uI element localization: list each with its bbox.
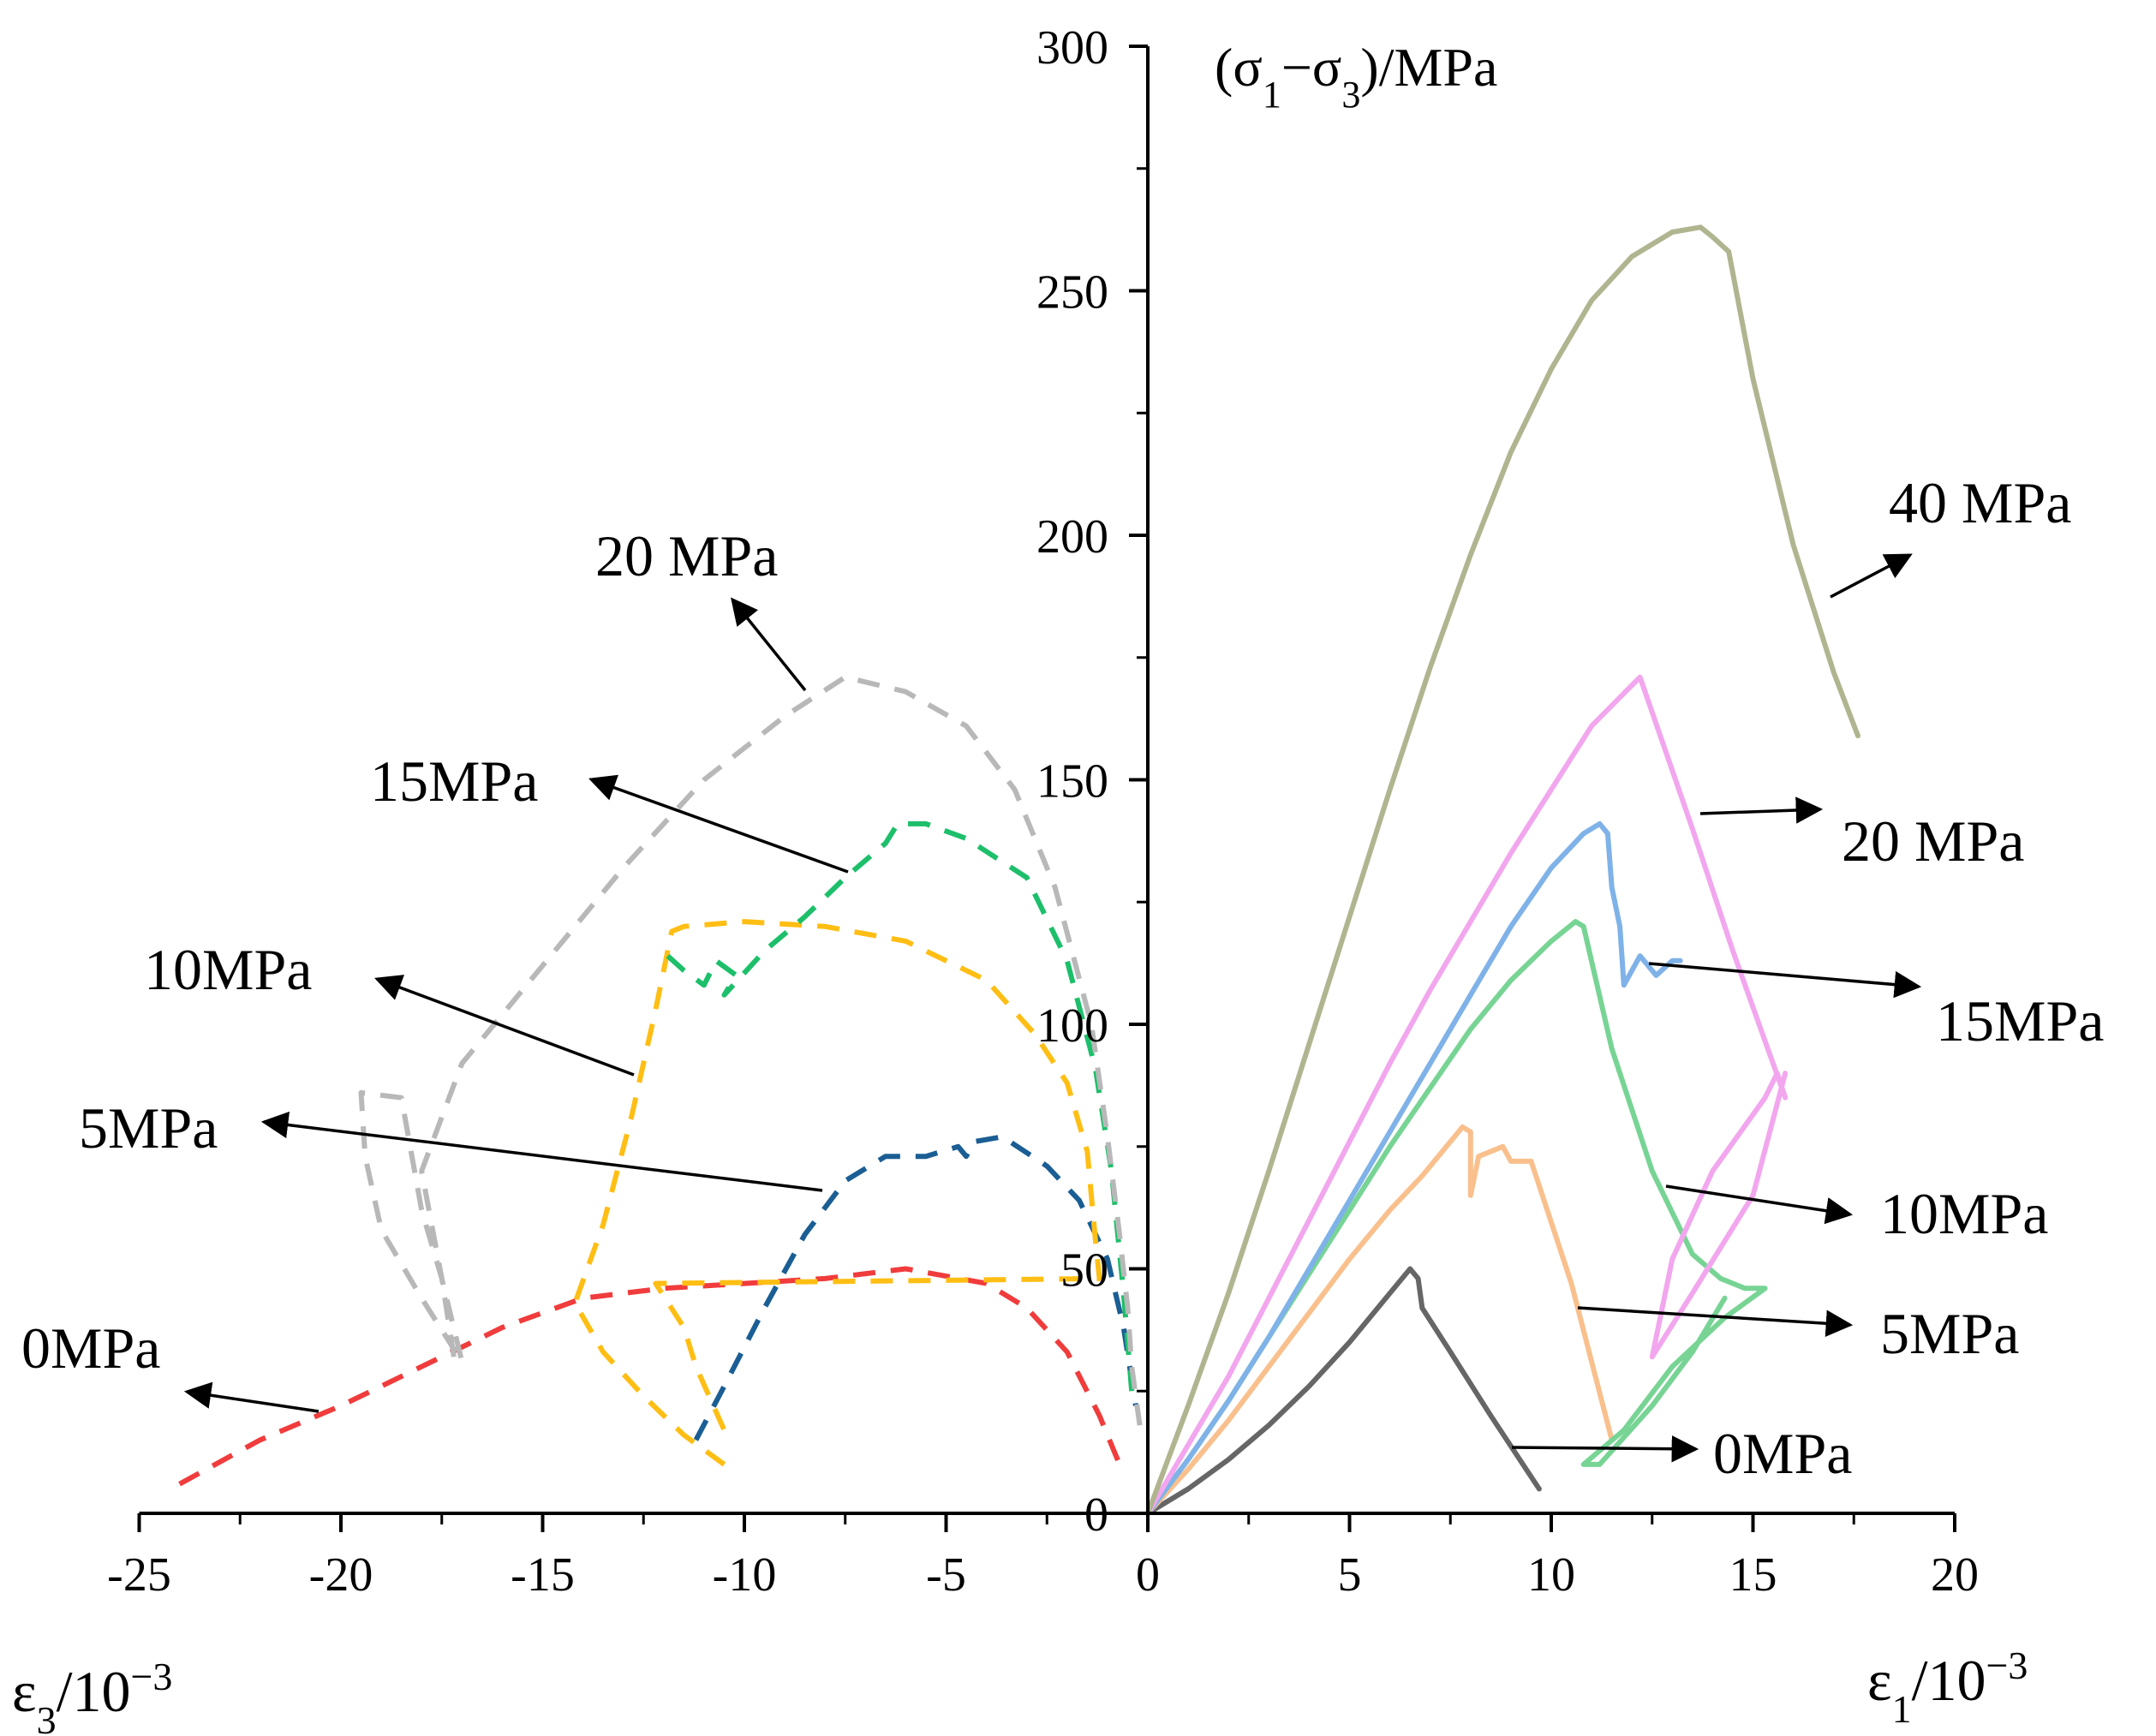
right-annotation-label: 0MPa xyxy=(1713,1421,1852,1486)
right-annotation-arrow xyxy=(1699,796,1824,824)
axial-curve-20mpa xyxy=(1145,674,1789,1516)
right-annotation-label: 10MPa xyxy=(1880,1181,2048,1246)
x-tick-label: 15 xyxy=(1729,1548,1777,1602)
right-annotation-arrow xyxy=(1830,553,1913,599)
axial-curve-15mpa xyxy=(1145,820,1683,1516)
axial-curve-40mpa xyxy=(1145,224,1860,1516)
left-annotation-label: 10MPa xyxy=(144,937,312,1002)
left-annotation-arrow xyxy=(731,597,807,692)
left-annotation-arrow xyxy=(588,774,849,874)
right-annotation-arrow xyxy=(1511,1435,1699,1463)
y-tick-label: 250 xyxy=(1036,266,1108,319)
y-tick-label: 50 xyxy=(1060,1244,1108,1298)
y-tick-label: 300 xyxy=(1036,21,1108,75)
x-tick-label: -10 xyxy=(713,1548,777,1602)
y-tick-label: 200 xyxy=(1036,510,1108,564)
lateral-curve-0mpa xyxy=(178,1266,1126,1487)
axial-curve-5mpa xyxy=(1145,1124,1615,1516)
right-annotation-label: 20 MPa xyxy=(1842,808,2024,874)
right-annotation-arrow xyxy=(1648,962,1922,999)
left-annotation-label: 5MPa xyxy=(79,1095,218,1160)
right-annotation-label: 15MPa xyxy=(1936,988,2104,1053)
left-annotation-label: 20 MPa xyxy=(595,523,778,588)
y-tick-label: 0 xyxy=(1084,1488,1108,1542)
y-tick-label: 100 xyxy=(1036,999,1108,1053)
axial-curve-10mpa xyxy=(1145,919,1768,1516)
lateral-curve-10mpa xyxy=(572,919,1102,1467)
left-annotation-label: 0MPa xyxy=(21,1315,160,1381)
x-axis-title-right: ε1/10−3 xyxy=(1867,1644,2028,1731)
left-annotation-arrow xyxy=(374,975,635,1077)
axial-curve-0mpa xyxy=(1145,1266,1542,1516)
right-annotation-arrow xyxy=(1665,1184,1854,1225)
left-annotation-label: 15MPa xyxy=(370,749,538,814)
lateral-curve-15mpa xyxy=(666,820,1135,1392)
left-annotation-arrow xyxy=(183,1381,320,1413)
x-tick-label: -5 xyxy=(926,1548,966,1602)
right-annotation-arrow xyxy=(1577,1306,1854,1337)
right-annotation-label: 5MPa xyxy=(1880,1301,2019,1366)
x-tick-label: -15 xyxy=(511,1548,575,1602)
x-tick-label: 5 xyxy=(1338,1548,1362,1602)
x-tick-label: -25 xyxy=(107,1548,171,1602)
x-tick-label: 10 xyxy=(1527,1548,1575,1602)
x-tick-label: 0 xyxy=(1136,1548,1160,1602)
left-annotation-arrow xyxy=(260,1111,823,1192)
y-tick-label: 150 xyxy=(1036,755,1108,808)
x-tick-label: 20 xyxy=(1931,1548,1979,1602)
x-tick-label: -20 xyxy=(309,1548,373,1602)
y-axis-title: (σ1−σ3)/MPa xyxy=(1215,37,1497,116)
right-annotation-label: 40 MPa xyxy=(1889,470,2071,535)
x-axis-title-left: ε3/10−3 xyxy=(12,1655,172,1736)
